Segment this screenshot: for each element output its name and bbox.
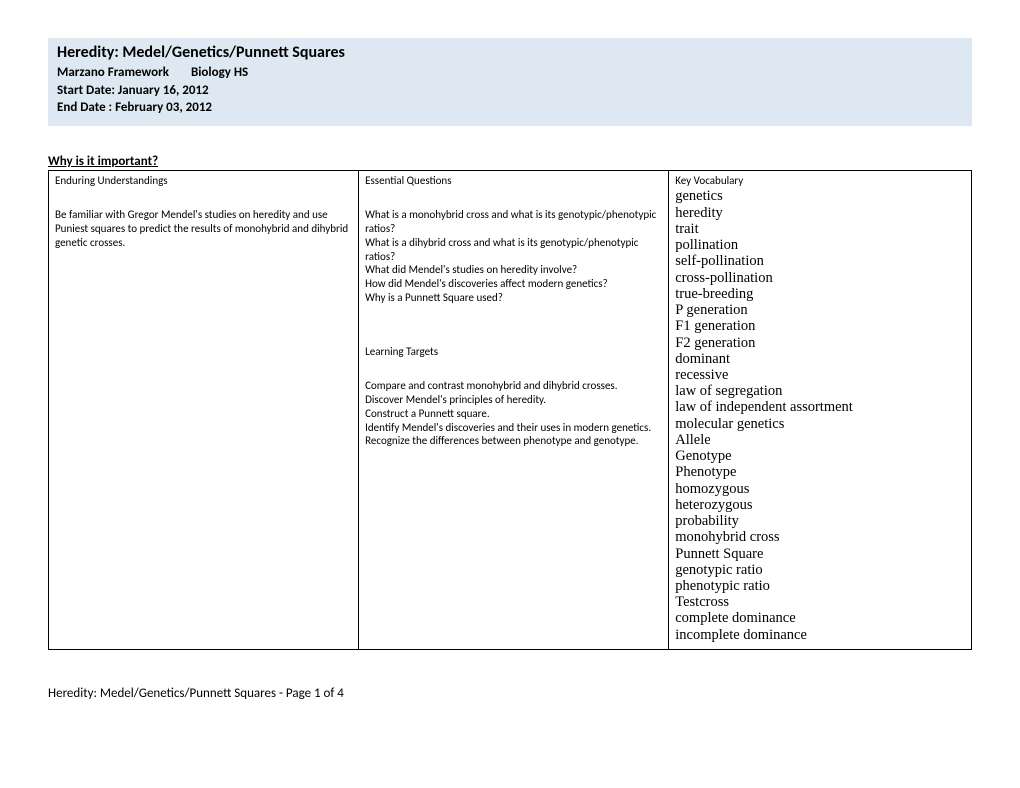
lt-2: Construct a Punnett square. [365, 407, 662, 421]
vocab-item: F2 generation [675, 335, 965, 351]
col2-heading-lt: Learning Targets [365, 345, 662, 359]
end-date: End Date : February 03, 2012 [57, 99, 963, 117]
eq-2: What did Mendel's studies on heredity in… [365, 263, 662, 277]
vocab-list: genetics heredity trait pollination self… [675, 188, 965, 643]
vocab-item: heterozygous [675, 497, 965, 513]
vocab-item: monohybrid cross [675, 529, 965, 545]
vocab-item: homozygous [675, 481, 965, 497]
vocab-item: law of segregation [675, 383, 965, 399]
vocab-item: phenotypic ratio [675, 578, 965, 594]
vocab-item: Genotype [675, 448, 965, 464]
vocab-item: cross-pollination [675, 270, 965, 286]
vocab-item: Testcross [675, 594, 965, 610]
col1-content: Be familiar with Gregor Mendel's studies… [55, 208, 352, 249]
vocab-item: pollination [675, 237, 965, 253]
vocab-item: genotypic ratio [675, 562, 965, 578]
page-title: Heredity: Medel/Genetics/Punnett Squares [57, 43, 963, 62]
col2-heading-eq: Essential Questions [365, 174, 662, 188]
section-title: Why is it important? [48, 154, 972, 169]
lt-0: Compare and contrast monohybrid and dihy… [365, 379, 662, 393]
framework-label: Marzano Framework [57, 65, 169, 80]
eq-3: How did Mendel's discoveries affect mode… [365, 277, 662, 291]
vocab-item: true-breeding [675, 286, 965, 302]
vocab-item: heredity [675, 205, 965, 221]
header-framework-line: Marzano Framework Biology HS [57, 64, 963, 82]
page-footer: Heredity: Medel/Genetics/Punnett Squares… [48, 686, 972, 701]
start-date: Start Date: January 16, 2012 [57, 82, 963, 100]
vocab-item: Allele [675, 432, 965, 448]
col3-heading: Key Vocabulary [675, 174, 965, 188]
eq-4: Why is a Punnett Square used? [365, 291, 662, 305]
vocab-item: complete dominance [675, 610, 965, 626]
content-table: Enduring Understandings Be familiar with… [48, 170, 972, 650]
vocab-item: F1 generation [675, 318, 965, 334]
vocab-item: molecular genetics [675, 416, 965, 432]
col1-heading: Enduring Understandings [55, 174, 352, 188]
vocab-item: Phenotype [675, 464, 965, 480]
vocab-item: dominant [675, 351, 965, 367]
lt-4: Recognize the differences between phenot… [365, 434, 662, 448]
col-vocabulary: Key Vocabulary genetics heredity trait p… [669, 170, 972, 649]
vocab-item: law of independent assortment [675, 399, 965, 415]
vocab-item: Punnett Square [675, 546, 965, 562]
col-enduring: Enduring Understandings Be familiar with… [49, 170, 359, 649]
eq-1: What is a dihybrid cross and what is its… [365, 236, 662, 264]
col-questions-targets: Essential Questions What is a monohybrid… [359, 170, 669, 649]
eq-0: What is a monohybrid cross and what is i… [365, 208, 662, 236]
vocab-item: P generation [675, 302, 965, 318]
lt-3: Identify Mendel's discoveries and their … [365, 421, 662, 435]
vocab-item: trait [675, 221, 965, 237]
header-box: Heredity: Medel/Genetics/Punnett Squares… [48, 38, 972, 126]
vocab-item: incomplete dominance [675, 627, 965, 643]
vocab-item: probability [675, 513, 965, 529]
course-label: Biology HS [191, 65, 248, 80]
lt-1: Discover Mendel's principles of heredity… [365, 393, 662, 407]
vocab-item: self-pollination [675, 253, 965, 269]
vocab-item: genetics [675, 188, 965, 204]
vocab-item: recessive [675, 367, 965, 383]
